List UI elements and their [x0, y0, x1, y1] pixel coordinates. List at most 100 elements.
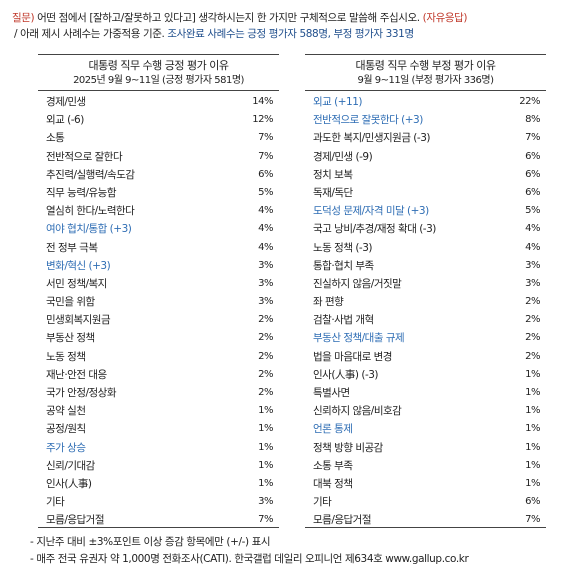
table-row: 과도한 복지/민생지원금 (-3) 7%	[305, 129, 546, 147]
table-row: 진실하지 않음/거짓말 3%	[305, 275, 546, 293]
footer-notes: - 지난주 대비 ±3%포인트 이상 증감 항목에만 (+/-) 표시 - 매주…	[30, 534, 469, 568]
reason-label: 대북 정책	[313, 477, 353, 490]
reason-percent: 14%	[252, 96, 273, 107]
reason-percent: 22%	[519, 96, 540, 107]
footer-note-source: - 매주 전국 유권자 약 1,000명 전화조사(CATI). 한국갤럽 데일…	[30, 553, 469, 565]
table-row: 인사(人事) 1%	[38, 475, 279, 493]
table-row: 공정/원칙 1%	[38, 420, 279, 438]
reason-percent: 4%	[525, 223, 540, 235]
table-row: 공약 실천 1%	[38, 402, 279, 420]
question-label: 질문)	[12, 12, 35, 24]
table-row: 모름/응답거절 7%	[38, 511, 279, 529]
reason-label: 공정/원칙	[46, 423, 86, 436]
reason-label: 전반적으로 잘못한다 (+3)	[313, 114, 423, 127]
reason-label: 부동산 정책/대출 규제	[313, 332, 405, 345]
reason-percent: 7%	[258, 132, 273, 144]
reason-percent: 1%	[525, 477, 540, 489]
negative-table-title: 대통령 직무 수행 부정 평가 이유	[355, 59, 496, 72]
table-row: 통합·협치 부족 3%	[305, 257, 546, 275]
reason-label: 도덕성 문제/자격 미달 (+3)	[313, 205, 429, 218]
reason-label: 소통	[46, 132, 65, 145]
table-row: 검찰·사법 개혁 2%	[305, 311, 546, 329]
table-row: 노동 정책 (-3) 4%	[305, 239, 546, 257]
reason-percent: 1%	[258, 477, 273, 489]
table-row: 신뢰하지 않음/비호감 1%	[305, 402, 546, 420]
question-tag: (자유응답)	[422, 12, 468, 24]
reason-percent: 6%	[258, 168, 273, 180]
reason-percent: 1%	[258, 459, 273, 471]
table-row: 부동산 정책 2%	[38, 329, 279, 347]
table-row: 서민 정책/복지 3%	[38, 275, 279, 293]
reason-percent: 1%	[525, 368, 540, 380]
reason-percent: 1%	[525, 405, 540, 417]
table-row: 도덕성 문제/자격 미달 (+3) 5%	[305, 202, 546, 220]
reason-label: 모름/응답거절	[313, 514, 372, 527]
reason-percent: 5%	[525, 205, 540, 217]
reason-percent: 2%	[258, 387, 273, 398]
reason-label: 좌 편향	[313, 296, 344, 309]
table-row: 국가 안정/정상화 2%	[38, 384, 279, 402]
reason-label: 열심히 한다/노력한다	[46, 205, 135, 218]
reason-percent: 1%	[525, 441, 540, 453]
table-row: 인사(人事) (-3) 1%	[305, 366, 546, 384]
reason-percent: 2%	[258, 314, 273, 326]
table-row: 경제/민생 (-9) 6%	[305, 148, 546, 166]
negative-table-rows: 외교 (+11) 22% 전반적으로 잘못한다 (+3) 8% 과도한 복지/민생지원금…	[305, 91, 546, 530]
reason-label: 인사(人事) (-3)	[313, 368, 379, 381]
table-row: 국고 낭비/추경/재정 확대 (-3) 4%	[305, 220, 546, 238]
table-row: 법을 마음대로 변경 2%	[305, 348, 546, 366]
reason-label: 변화/혁신 (+3)	[46, 259, 111, 272]
table-row: 민생회복지원금 2%	[38, 311, 279, 329]
reason-percent: 2%	[525, 314, 540, 326]
negative-table-header: 대통령 직무 수행 부정 평가 이유 9월 9~11일 (부정 평가자 336명…	[305, 55, 546, 91]
reason-label: 경제/민생 (-9)	[313, 150, 373, 163]
reason-label: 법을 마음대로 변경	[313, 350, 392, 363]
table-row: 소통 7%	[38, 129, 279, 147]
reason-percent: 3%	[258, 496, 273, 508]
reason-percent: 3%	[258, 277, 273, 289]
reason-percent: 3%	[525, 277, 540, 289]
table-row: 경제/민생 14%	[38, 93, 279, 111]
reason-percent: 8%	[525, 114, 540, 126]
reason-label: 소통 부족	[313, 459, 353, 472]
question-header: 질문) 어떤 점에서 [잘하고/잘못하고 있다고] 생각하시는지 한 가지만 구…	[10, 10, 558, 42]
sample-note: / 아래 제시 사례수는 가중적용 기준. 조사완료 사례수는 긍정 평가자 5…	[12, 26, 558, 42]
reason-percent: 2%	[258, 368, 273, 380]
reason-percent: 5%	[258, 186, 273, 198]
table-row: 주가 상승 1%	[38, 439, 279, 457]
reason-label: 외교 (+11)	[313, 96, 363, 108]
reason-percent: 1%	[525, 387, 540, 398]
table-row: 독재/독단 6%	[305, 184, 546, 202]
table-row: 추진력/실행력/속도감 6%	[38, 166, 279, 184]
reason-label: 정책 방향 비공감	[313, 441, 383, 454]
table-row: 노동 정책 2%	[38, 348, 279, 366]
reason-label: 노동 정책 (-3)	[313, 241, 372, 254]
reason-label: 신뢰/기대감	[46, 459, 95, 472]
reason-percent: 2%	[525, 350, 540, 362]
reason-label: 신뢰하지 않음/비호감	[313, 405, 402, 418]
question-line: 질문) 어떤 점에서 [잘하고/잘못하고 있다고] 생각하시는지 한 가지만 구…	[12, 10, 558, 26]
table-row: 여야 협치/통합 (+3) 4%	[38, 220, 279, 238]
reason-label: 모름/응답거절	[46, 514, 105, 527]
table-row: 기타 3%	[38, 493, 279, 511]
table-row: 모름/응답거절 7%	[305, 511, 546, 529]
reason-label: 부동산 정책	[46, 332, 95, 345]
table-row: 좌 편향 2%	[305, 293, 546, 311]
question-text: 어떤 점에서 [잘하고/잘못하고 있다고] 생각하시는지 한 가지만 구체적으로…	[34, 12, 420, 24]
table-row: 외교 (-6) 12%	[38, 111, 279, 129]
table-row: 신뢰/기대감 1%	[38, 457, 279, 475]
reason-label: 통합·협치 부족	[313, 259, 374, 272]
reason-label: 언론 통제	[313, 423, 353, 436]
reason-percent: 7%	[258, 150, 273, 162]
reason-label: 독재/독단	[313, 186, 353, 199]
tables-area: 대통령 직무 수행 긍정 평가 이유 2025년 9월 9~11일 (긍정 평가…	[10, 54, 558, 528]
table-row: 소통 부족 1%	[305, 457, 546, 475]
reason-percent: 7%	[258, 514, 273, 526]
positive-table-subtitle: 2025년 9월 9~11일 (긍정 평가자 581명)	[73, 75, 244, 86]
reason-label: 과도한 복지/민생지원금 (-3)	[313, 132, 430, 145]
reason-label: 추진력/실행력/속도감	[46, 168, 135, 181]
reason-label: 기타	[313, 496, 332, 509]
reason-percent: 1%	[525, 423, 540, 435]
table-row: 전반적으로 잘못한다 (+3) 8%	[305, 111, 546, 129]
